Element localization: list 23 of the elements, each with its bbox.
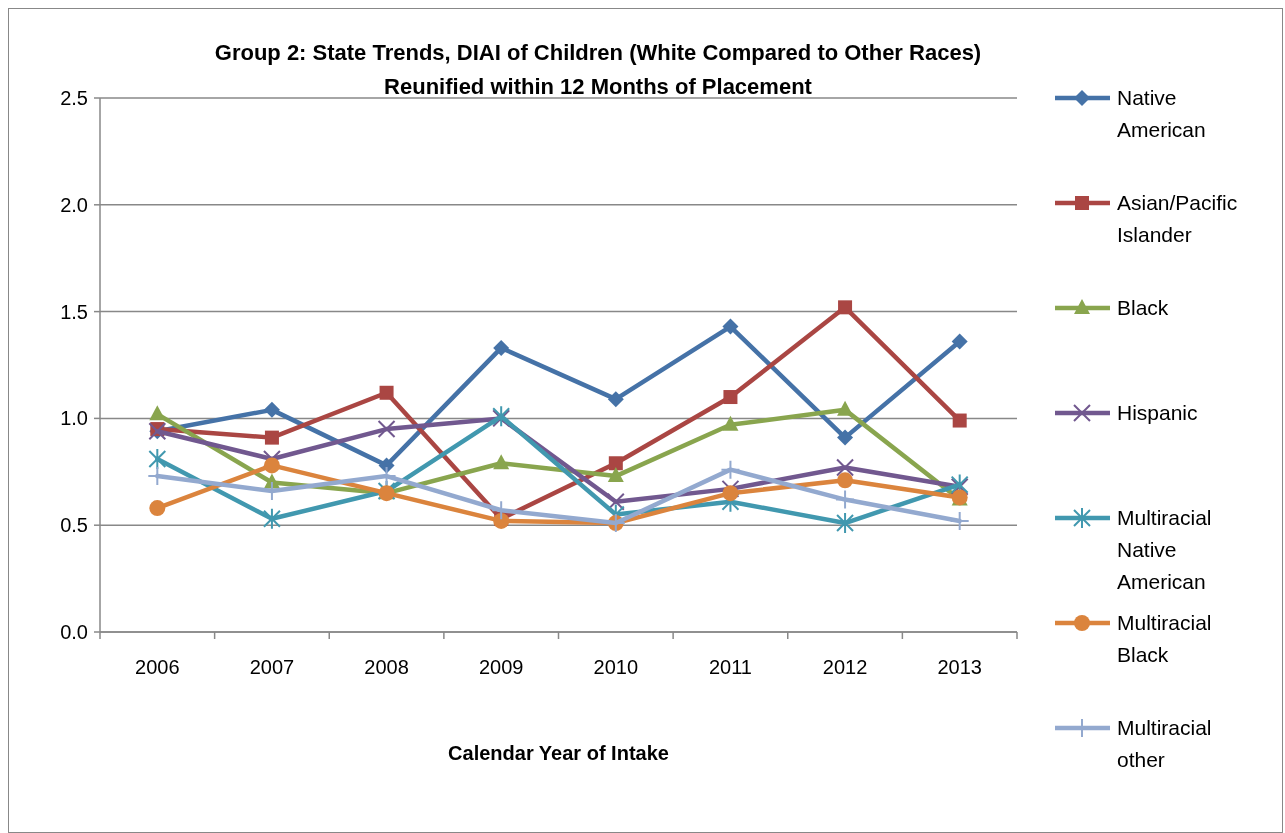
y-tick-label: 2.5	[60, 87, 88, 109]
x-tick-label: 2007	[249, 656, 295, 678]
x-tick-label: 2008	[364, 656, 409, 678]
legend-label: Multiracial Native American	[1117, 506, 1212, 594]
x-tick-label: 2010	[593, 656, 639, 678]
legend-label: Hispanic	[1117, 401, 1198, 425]
x-tick-label: 2009	[478, 656, 524, 678]
x-tick-label: 2011	[708, 656, 752, 678]
x-axis-title: Calendar Year of Intake	[448, 742, 669, 764]
x-tick-label: 2012	[822, 656, 868, 678]
x-tick-label: 2013	[937, 656, 982, 678]
legend-label: Native American	[1117, 86, 1206, 142]
legend-label: Multiracial Black	[1117, 611, 1212, 667]
y-tick-label: 0.5	[60, 514, 88, 537]
y-tick-label: 1.5	[60, 300, 88, 323]
y-tick-label: 1.0	[60, 407, 88, 430]
legend-label: Asian/Pacific Islander	[1117, 191, 1238, 247]
x-tick-label: 2006	[135, 656, 180, 678]
legend-label: Black	[1117, 296, 1169, 320]
chart-title: Group 2: State Trends, DIAI of Children (White Compared to Other Races) Reunified within 12 Months of Placement	[214, 40, 982, 99]
y-tick-label: 0.0	[60, 621, 88, 643]
y-tick-label: 2.0	[60, 193, 88, 216]
legend-label: Multiracial other	[1117, 716, 1212, 772]
